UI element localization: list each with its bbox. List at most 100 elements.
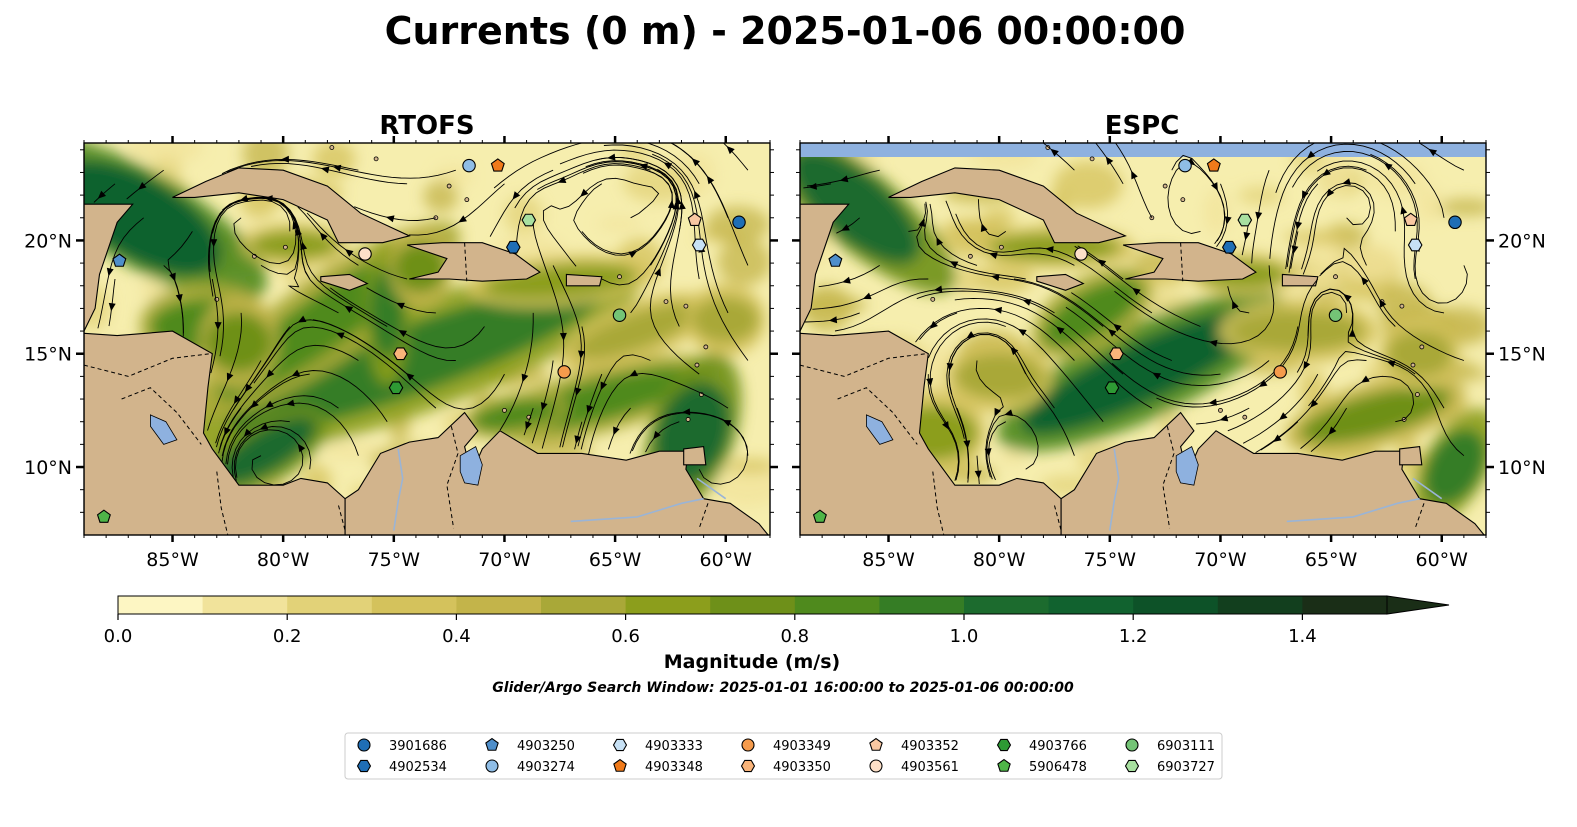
legend-item: 4903349 [741, 738, 831, 754]
legend-marker [741, 738, 755, 752]
lon-tick-label: 65°W [589, 549, 642, 571]
float-marker-4903274 [1178, 158, 1192, 173]
float-marker-4903348 [490, 158, 505, 172]
legend-label: 4903274 [517, 760, 575, 775]
float-marker-4903349 [1273, 365, 1287, 379]
lat-tick-label: 10°N [1498, 457, 1546, 479]
float-marker-4903274 [462, 158, 476, 173]
panel-title-espc: ESPC [1105, 111, 1180, 141]
legend-label: 4903561 [901, 760, 959, 775]
legend-marker [485, 737, 499, 751]
legend-item: 4903766 [996, 738, 1087, 754]
lon-tick-label: 75°W [1084, 549, 1137, 571]
legend-marker [485, 759, 499, 773]
float-marker-4903350 [393, 347, 408, 361]
float-marker-3901686 [1448, 215, 1462, 230]
lat-tick-label: 20°N [24, 230, 72, 252]
legend-label: 6903727 [1157, 760, 1215, 775]
lon-tick-label: 70°W [478, 549, 531, 571]
legend-marker [612, 738, 628, 752]
colorbar-tick-label: 1.4 [1288, 626, 1317, 647]
lon-tick-label: 85°W [862, 549, 915, 571]
map-panel-espc: 85°W 80°W 75°W 70°W 65°W 60°W 20°N 15°N 10°N [792, 136, 1546, 571]
float-marker-4903250 [112, 253, 127, 267]
colorbar-bin [202, 596, 288, 614]
colorbar-bin [287, 596, 373, 614]
legend-label: 4903348 [645, 760, 703, 775]
land-layer [800, 143, 1486, 535]
float-marker-4903561 [358, 247, 372, 261]
legend-marker [1125, 738, 1139, 752]
legend-item: 4903348 [613, 758, 703, 775]
legend-label: 4903766 [1029, 739, 1087, 754]
legend-label: 4903250 [517, 739, 575, 754]
colorbar-bin [118, 596, 204, 614]
map-frame [83, 142, 771, 536]
float-marker-4903250 [828, 253, 843, 267]
colorbar-bin [541, 596, 627, 614]
map-frame [799, 142, 1487, 536]
legend-item: 4902534 [356, 759, 447, 775]
colorbar-bin [371, 596, 457, 614]
legend-marker [356, 759, 372, 773]
legend-item: 4903333 [612, 738, 703, 754]
float-marker-6903111 [612, 308, 627, 322]
colorbar-bin [625, 596, 711, 614]
float-marker-5906478 [96, 509, 111, 523]
float-marker-6903111 [1328, 308, 1343, 322]
legend-marker [869, 759, 883, 773]
legend: 3901686 4902534 4903250 4903274 4903333 49033… [344, 732, 1223, 780]
float-marker-4903766 [1104, 381, 1120, 395]
lon-tick-label: 60°W [1416, 549, 1469, 571]
legend-marker [1124, 759, 1140, 773]
float-marker-4903561 [1074, 247, 1088, 261]
legend-item: 6903111 [1125, 738, 1215, 754]
colorbar: 0.0 0.2 0.4 0.6 0.8 1.0 1.2 1.4 Magnitude (m/s) [104, 595, 1450, 673]
colorbar-bin [1048, 596, 1134, 614]
legend-item: 5906478 [997, 758, 1087, 775]
colorbar-bin [1133, 596, 1219, 614]
streamlines [803, 143, 1468, 485]
legend-item: 4903350 [740, 759, 831, 775]
float-marker-4903350 [1109, 347, 1124, 361]
float-marker-4903352 [1403, 212, 1418, 227]
axis-ticks: 85°W 80°W 75°W 70°W 65°W 60°W 20°N 15°N 10°N [24, 136, 778, 571]
lon-tick-label: 60°W [700, 549, 753, 571]
float-marker-4903348 [1206, 158, 1221, 172]
colorbar-label: Magnitude (m/s) [664, 651, 841, 673]
lon-tick-label: 80°W [257, 549, 310, 571]
legend-item: 4903561 [869, 759, 959, 775]
float-marker-6903727 [521, 213, 537, 227]
legend-item: 4903250 [485, 737, 575, 754]
colorbar-tick-label: 0.0 [104, 626, 133, 647]
float-marker-4903333 [1407, 238, 1423, 252]
lon-tick-label: 85°W [146, 549, 199, 571]
colorbar-bin [964, 596, 1050, 614]
colorbar-tick-label: 0.4 [442, 626, 471, 647]
legend-item: 4903274 [485, 759, 575, 775]
legend-marker [997, 758, 1011, 772]
legend-label: 4903352 [901, 739, 959, 754]
figure-title: Currents (0 m) - 2025-01-06 00:00:00 [385, 9, 1186, 53]
streamlines [93, 143, 749, 486]
lat-tick-label: 15°N [24, 344, 72, 366]
lat-tick-label: 20°N [1498, 230, 1546, 252]
legend-label: 5906478 [1029, 760, 1087, 775]
lon-tick-label: 70°W [1194, 549, 1247, 571]
lon-tick-label: 65°W [1305, 549, 1358, 571]
lat-tick-label: 10°N [24, 457, 72, 479]
search-window-note: Glider/Argo Search Window: 2025-01-01 16… [492, 680, 1074, 696]
colorbar-bin [456, 596, 542, 614]
legend-marker [869, 737, 883, 751]
float-marker-4903352 [687, 212, 702, 227]
float-marker-4903349 [557, 365, 571, 379]
colorbar-tick-label: 1.0 [950, 626, 979, 647]
float-markers [812, 158, 1462, 523]
float-marker-5906478 [812, 509, 827, 523]
float-markers [96, 158, 746, 523]
colorbar-bin [1217, 596, 1303, 614]
colorbar-bin [879, 596, 965, 614]
legend-label: 6903111 [1157, 739, 1215, 754]
legend-label: 4903350 [773, 760, 831, 775]
